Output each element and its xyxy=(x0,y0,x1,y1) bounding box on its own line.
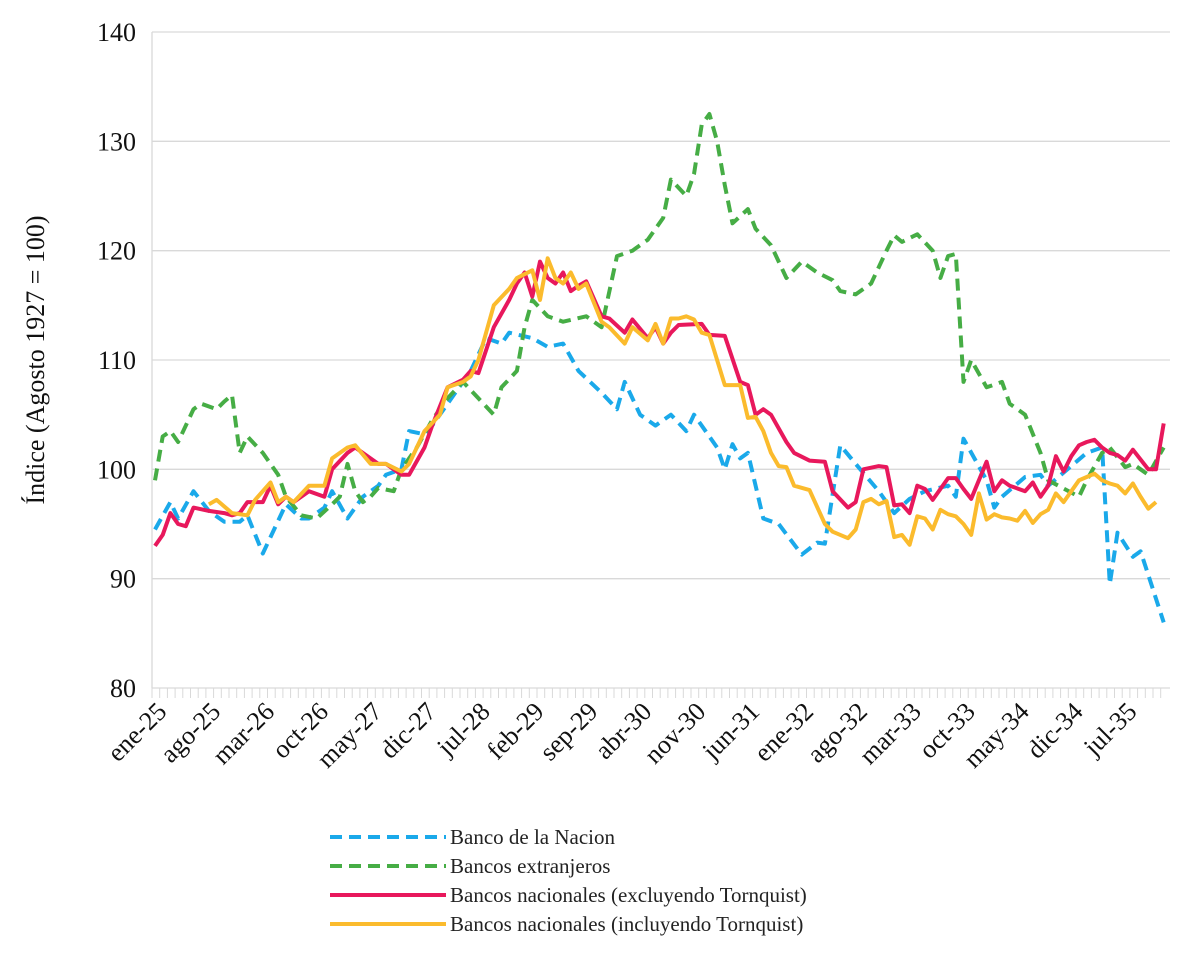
series-line-4 xyxy=(207,256,1158,547)
x-tick-label: mar-33 xyxy=(854,697,927,770)
y-axis-title: Índice (Agosto 1927 = 100) xyxy=(21,215,50,504)
y-tick-label: 80 xyxy=(110,674,136,703)
series-lines xyxy=(153,112,1166,624)
y-tick-label: 120 xyxy=(97,237,136,266)
x-tick-label: ene-25 xyxy=(102,697,173,768)
y-tick-label: 90 xyxy=(110,565,136,594)
y-tick-label: 100 xyxy=(97,455,136,484)
x-tick-label: ene-32 xyxy=(749,697,820,768)
series-line-3 xyxy=(153,259,1166,548)
y-axis-tick-labels: 80 90 100 110 120 130 140 xyxy=(97,18,136,703)
y-tick-label: 110 xyxy=(98,346,136,375)
legend: Banco de la Nacion Bancos extranjeros Banc… xyxy=(330,825,807,936)
x-tick-label: dic-34 xyxy=(1021,697,1088,764)
series-line-1 xyxy=(153,330,1166,624)
y-tick-label: 130 xyxy=(97,127,136,156)
x-tick-label: feb-29 xyxy=(481,697,549,765)
x-tick-label: jul-35 xyxy=(1077,697,1142,762)
x-tick-label: jul-28 xyxy=(431,697,496,762)
x-tick-label: nov-30 xyxy=(639,697,712,770)
x-tick-label: sep-29 xyxy=(534,697,604,767)
x-tick-label: dic-27 xyxy=(374,697,441,764)
series-line-2 xyxy=(153,112,1166,521)
x-tick-label: jun-31 xyxy=(696,697,765,766)
legend-label: Bancos nacionales (excluyendo Tornquist) xyxy=(450,883,807,907)
legend-label: Banco de la Nacion xyxy=(450,825,616,849)
gridlines xyxy=(152,31,1170,580)
x-tick-label: mar-26 xyxy=(207,697,280,770)
legend-label: Bancos extranjeros xyxy=(450,854,610,878)
y-tick-label: 140 xyxy=(97,18,136,47)
legend-label: Bancos nacionales (incluyendo Tornquist) xyxy=(450,912,803,936)
